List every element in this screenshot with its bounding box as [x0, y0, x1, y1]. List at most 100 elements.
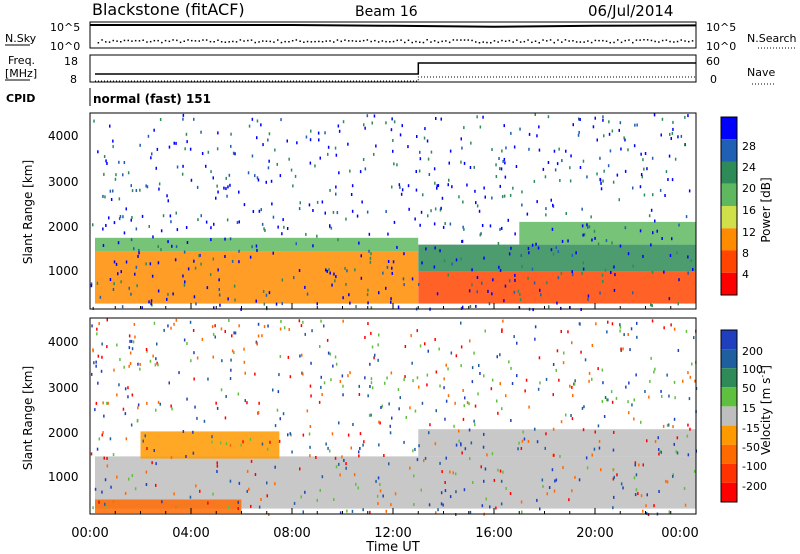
date-title: 06/Jul/2014 — [588, 2, 673, 20]
speckle-mark — [542, 485, 544, 488]
speckle-mark — [591, 453, 593, 457]
speckle-mark — [469, 339, 471, 343]
speckle-mark — [238, 249, 240, 253]
speckle-mark — [299, 201, 301, 205]
speckle-mark — [404, 345, 407, 348]
nsearch-dot — [142, 39, 144, 41]
speckle-mark — [496, 355, 498, 359]
speckle-mark — [327, 351, 330, 355]
nsearch-dot — [426, 39, 428, 41]
speckle-mark — [627, 333, 629, 336]
speckle-mark — [580, 350, 582, 354]
speckle-mark — [443, 259, 446, 263]
speckle-mark — [310, 394, 312, 398]
nsearch-dot — [538, 42, 540, 44]
speckle-mark — [548, 305, 550, 309]
speckle-mark — [275, 302, 278, 306]
speckle-mark — [282, 218, 284, 222]
speckle-mark — [570, 154, 572, 158]
speckle-mark — [571, 270, 573, 274]
speckle-mark — [575, 251, 577, 255]
speckle-mark — [500, 167, 503, 171]
speckle-mark — [381, 404, 383, 408]
speckle-mark — [527, 439, 530, 443]
speckle-mark — [212, 355, 214, 359]
speckle-mark — [499, 268, 502, 272]
speckle-mark — [418, 283, 420, 286]
speckle-mark — [159, 118, 162, 121]
speckle-mark — [560, 330, 562, 333]
speckle-mark — [425, 247, 427, 251]
speckle-mark — [413, 503, 415, 506]
speckle-mark — [172, 292, 174, 296]
speckle-mark — [512, 186, 514, 190]
speckle-mark — [399, 185, 401, 189]
speckle-mark — [90, 282, 93, 286]
nsearch-tick-low: 10^0 — [706, 40, 736, 53]
speckle-mark — [463, 227, 465, 231]
speckle-mark — [302, 372, 304, 376]
speckle-mark — [170, 326, 172, 330]
speckle-mark — [636, 321, 638, 325]
speckle-mark — [369, 362, 371, 366]
speckle-mark — [377, 502, 379, 505]
speckle-mark — [581, 207, 583, 211]
speckle-mark — [404, 375, 406, 379]
nave-tick-high: 60 — [706, 55, 720, 68]
speckle-mark — [113, 221, 116, 225]
nsearch-dot — [348, 40, 350, 42]
speckle-mark — [452, 471, 454, 475]
speckle-mark — [170, 404, 172, 408]
speckle-mark — [316, 498, 318, 502]
nsearch-dot — [277, 39, 279, 41]
speckle-mark — [597, 424, 600, 428]
power-cb-tick-4: 4 — [742, 268, 749, 281]
speckle-mark — [298, 319, 301, 323]
speckle-mark — [194, 266, 197, 270]
speckle-mark — [423, 136, 426, 140]
speckle-mark — [337, 124, 340, 128]
speckle-mark — [194, 405, 196, 409]
speckle-mark — [279, 355, 282, 358]
speckle-mark — [650, 356, 652, 360]
speckle-mark — [454, 472, 457, 476]
speckle-mark — [158, 187, 160, 191]
speckle-mark — [508, 279, 511, 283]
nsearch-dot — [688, 40, 690, 43]
speckle-mark — [289, 375, 292, 379]
speckle-mark — [218, 293, 221, 297]
speckle-mark — [123, 231, 126, 235]
speckle-mark — [160, 229, 163, 233]
speckle-mark — [651, 304, 653, 308]
speckle-mark — [596, 138, 598, 142]
speckle-mark — [229, 183, 231, 187]
speckle-mark — [666, 480, 669, 484]
speckle-mark — [612, 506, 614, 510]
speckle-mark — [588, 379, 590, 383]
speckle-mark — [624, 138, 626, 142]
nsearch-dot — [568, 40, 570, 42]
speckle-mark — [684, 115, 686, 119]
speckle-mark — [461, 305, 464, 309]
speckle-mark — [640, 420, 642, 424]
speckle-mark — [324, 131, 326, 135]
speckle-mark — [339, 379, 342, 383]
speckle-mark — [460, 160, 462, 164]
speckle-mark — [598, 446, 601, 450]
speckle-mark — [574, 379, 576, 383]
speckle-mark — [234, 152, 236, 156]
speckle-mark — [565, 149, 567, 153]
nsky-tick-high: 10^5 — [50, 21, 80, 34]
speckle-mark — [443, 386, 445, 390]
speckle-mark — [464, 396, 466, 400]
speckle-mark — [326, 338, 329, 342]
speckle-mark — [447, 394, 450, 398]
speckle-mark — [545, 377, 548, 381]
speckle-mark — [150, 299, 153, 303]
speckle-mark — [468, 428, 471, 432]
nsearch-dot — [632, 41, 634, 44]
speckle-mark — [363, 123, 365, 127]
speckle-mark — [175, 318, 178, 322]
speckle-mark — [509, 492, 512, 495]
nsearch-dot — [523, 40, 526, 43]
